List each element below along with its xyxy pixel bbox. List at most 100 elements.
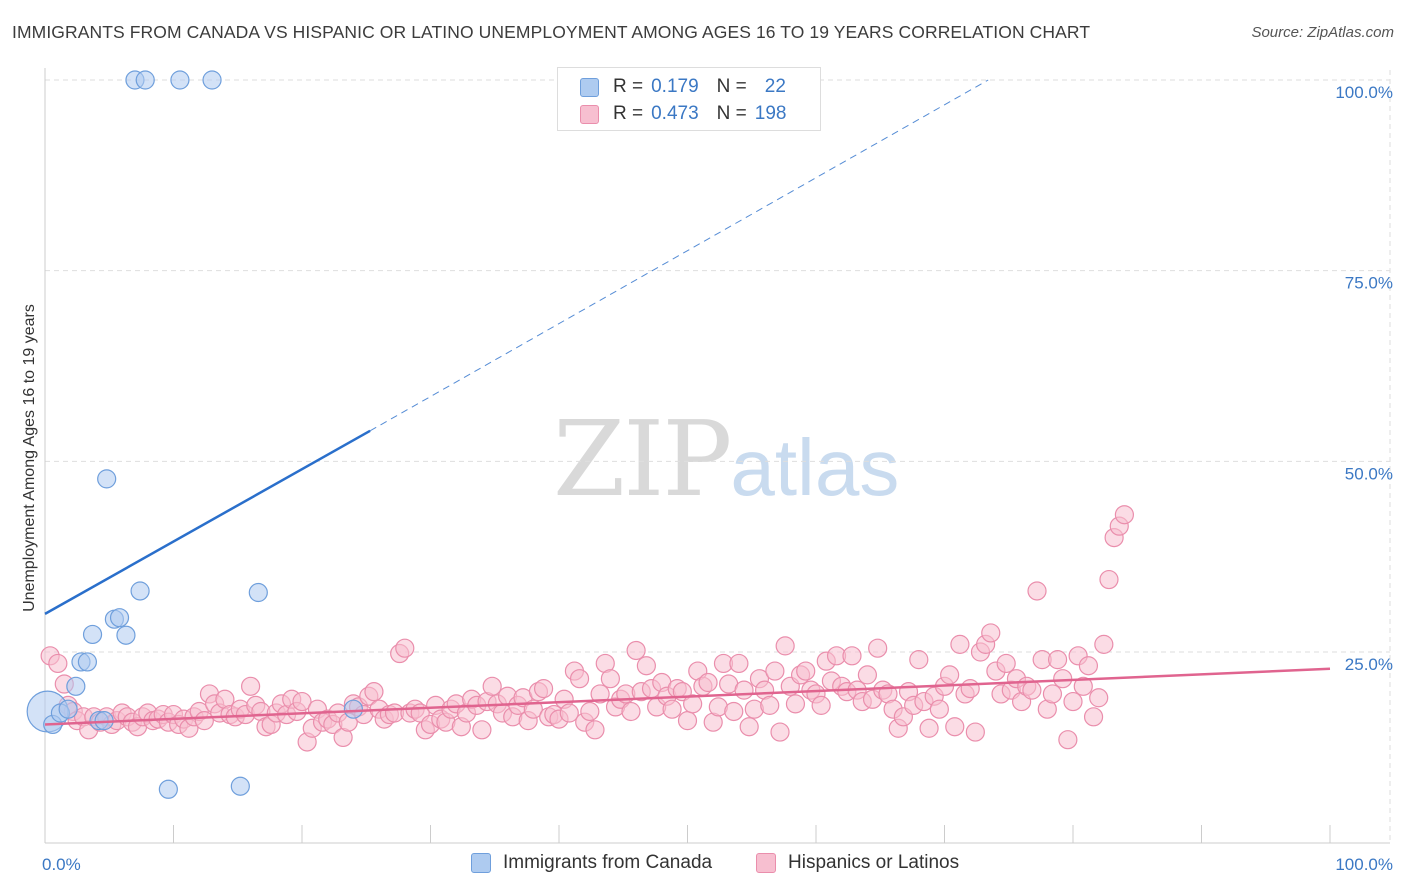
hispanic-point bbox=[569, 669, 590, 689]
hispanic-point bbox=[580, 701, 600, 722]
hispanic-point bbox=[585, 720, 605, 740]
hispanic-point bbox=[785, 694, 806, 714]
canada-point bbox=[202, 70, 222, 90]
hispanic-point bbox=[626, 640, 646, 661]
hispanic-point bbox=[636, 656, 656, 676]
hispanic-points bbox=[40, 505, 1135, 752]
canada-point bbox=[343, 699, 363, 719]
canada-point bbox=[248, 582, 268, 603]
hispanic-point bbox=[683, 694, 703, 714]
hispanic-point bbox=[292, 691, 312, 712]
hispanic-point bbox=[857, 665, 878, 685]
hispanic-point bbox=[1099, 569, 1119, 590]
tick-labels: 100.0% 75.0% 50.0% 25.0% 0.0% 100.0% bbox=[42, 83, 1393, 874]
hispanic-point bbox=[945, 717, 965, 737]
y-tick-label: 25.0% bbox=[1345, 655, 1393, 674]
canada-point bbox=[170, 70, 190, 90]
series-legend-canada: Immigrants from Canada bbox=[471, 852, 712, 874]
hispanic-point bbox=[559, 703, 579, 723]
canada-point bbox=[109, 608, 130, 628]
canada-point bbox=[97, 469, 117, 489]
trend-lines bbox=[44, 79, 1331, 726]
hispanic-point bbox=[677, 711, 698, 731]
hispanic-point bbox=[48, 653, 68, 674]
hispanic-point bbox=[1047, 650, 1068, 670]
hispanic-point bbox=[1058, 730, 1078, 750]
hispanic-point bbox=[739, 717, 759, 737]
hispanic-point bbox=[1083, 707, 1104, 727]
hispanic-point bbox=[950, 634, 970, 654]
correlation-legend: R = 0.179 N = 22 R = 0.473 N = 198 bbox=[557, 67, 821, 131]
canada-point bbox=[158, 779, 178, 799]
hispanic-point bbox=[590, 684, 610, 704]
hispanic-point bbox=[729, 653, 749, 674]
legend-swatch-canada bbox=[580, 77, 599, 97]
legend-swatch-hispanic bbox=[580, 104, 599, 124]
hispanic-point bbox=[482, 676, 502, 696]
hispanic-point bbox=[981, 623, 1001, 643]
legend-r-label: R = bbox=[613, 76, 644, 97]
legend-row-canada: R = 0.179 N = 22 bbox=[580, 74, 786, 100]
y-tick-label: 50.0% bbox=[1345, 464, 1393, 483]
legend-r-value: 0.473 bbox=[651, 103, 699, 124]
series-label-canada: Immigrants from Canada bbox=[503, 852, 713, 873]
hispanic-point bbox=[909, 650, 929, 670]
series-legend-hispanic: Hispanics or Latinos bbox=[756, 852, 959, 874]
series-legend: Immigrants from Canada Hispanics or Lati… bbox=[0, 852, 1406, 878]
watermark: ZIPatlas bbox=[553, 398, 899, 520]
hispanic-point bbox=[1089, 688, 1109, 708]
hispanic-point bbox=[395, 638, 415, 658]
hispanic-point bbox=[868, 638, 888, 658]
hispanic-point bbox=[1022, 680, 1042, 700]
hispanic-point bbox=[662, 699, 682, 719]
canada-point bbox=[58, 699, 78, 719]
hispanic-point bbox=[775, 636, 795, 656]
legend-r-value: 0.179 bbox=[651, 76, 699, 97]
series-swatch-canada bbox=[471, 853, 491, 873]
hispanic-point bbox=[1053, 669, 1073, 689]
legend-row-hispanic: R = 0.473 N = 198 bbox=[580, 101, 786, 127]
hispanic-point bbox=[533, 679, 554, 699]
hispanic-trend-line bbox=[44, 667, 1331, 726]
legend-r-label: R = bbox=[613, 103, 644, 124]
series-label-hispanic: Hispanics or Latinos bbox=[788, 852, 960, 873]
y-tick-label: 100.0% bbox=[1335, 83, 1393, 102]
hispanic-point bbox=[1078, 656, 1099, 676]
hispanic-point bbox=[734, 680, 754, 700]
series-swatch-hispanic bbox=[756, 853, 776, 873]
hispanic-point bbox=[621, 701, 641, 722]
canada-point bbox=[116, 625, 136, 645]
y-tick-label: 75.0% bbox=[1345, 274, 1393, 293]
x-tick-label-min: 0.0% bbox=[42, 855, 81, 874]
hispanic-point bbox=[1073, 676, 1093, 696]
legend-n-value: 198 bbox=[754, 103, 787, 124]
hispanic-point bbox=[760, 695, 780, 715]
canada-point bbox=[230, 776, 250, 796]
legend-n-label: N = bbox=[716, 103, 747, 124]
chart-title: IMMIGRANTS FROM CANADA VS HISPANIC OR LA… bbox=[12, 22, 1091, 42]
legend-n-value: 22 bbox=[764, 76, 786, 97]
hispanic-point bbox=[960, 679, 980, 699]
canada-point bbox=[82, 624, 103, 645]
hispanic-point bbox=[1063, 691, 1083, 712]
canada-trend-extension bbox=[369, 79, 989, 432]
hispanic-point bbox=[472, 720, 492, 740]
hispanic-point bbox=[698, 672, 718, 693]
hispanic-point bbox=[1114, 505, 1135, 525]
canada-trend-line bbox=[44, 429, 371, 615]
legend-n-label: N = bbox=[716, 76, 747, 97]
canada-point bbox=[130, 581, 150, 601]
hispanic-point bbox=[1042, 684, 1063, 704]
canada-points bbox=[26, 70, 363, 799]
x-tick-label-max: 100.0% bbox=[1335, 855, 1393, 874]
hispanic-point bbox=[1027, 581, 1047, 601]
hispanic-point bbox=[919, 718, 939, 738]
grid-lines bbox=[45, 70, 1391, 843]
hispanic-point bbox=[996, 653, 1016, 674]
hispanic-point bbox=[811, 695, 831, 715]
hispanic-point bbox=[724, 701, 744, 722]
canada-point bbox=[135, 70, 155, 90]
hispanic-point bbox=[364, 682, 384, 702]
hispanic-point bbox=[940, 665, 960, 685]
